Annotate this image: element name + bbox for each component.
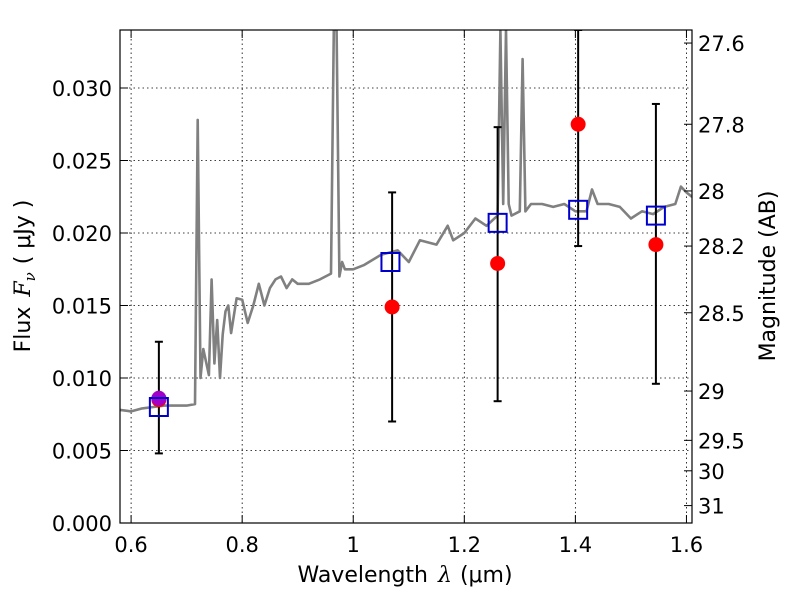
- y2-tick-label: 28.5: [698, 302, 745, 326]
- data-point-square: [380, 252, 401, 272]
- x-axis-label: Wavelength λ (μm): [297, 563, 512, 588]
- spectrum-line: [120, 30, 692, 413]
- y2-tick-label: 29.5: [698, 429, 745, 453]
- y2-tick-label: 31: [698, 495, 725, 519]
- plot-frame: [119, 29, 693, 524]
- x-tick-label: 0.8: [225, 533, 258, 557]
- plot-area: [120, 30, 692, 523]
- x-tick-label: 0.6: [114, 533, 147, 557]
- y2-tick-label: 29: [698, 380, 725, 404]
- data-point-circle: [648, 237, 664, 253]
- y2-tick-label: 30: [698, 460, 725, 484]
- y2-axis-label: Magnitude (AB): [756, 191, 781, 362]
- y-tick-label: 0.000: [52, 512, 112, 536]
- x-tick-label: 1.4: [559, 533, 592, 557]
- data-point-circle: [384, 299, 400, 315]
- x-tick-label: 1.6: [670, 533, 703, 557]
- y-tick-label: 0.030: [52, 77, 112, 101]
- y-tick-label: 0.020: [52, 222, 112, 246]
- y-tick-label: 0.025: [52, 150, 112, 174]
- y2-tick-label: 27.6: [698, 32, 745, 56]
- axes: 0.6 0.8 1 1.2 1.4 1.6 0.000 0.005 0.010 0.015 0.02…: [52, 30, 745, 557]
- x-tick-label: 1: [347, 533, 360, 557]
- x-tick-label: 1.2: [448, 533, 481, 557]
- y-axis-label: FluxFν( μJy ): [11, 200, 39, 353]
- grid: [120, 30, 692, 524]
- y2-tick-label: 28: [698, 180, 725, 204]
- data-point-square: [148, 397, 169, 417]
- data-point-circle: [570, 116, 586, 132]
- data-point-square: [645, 205, 666, 226]
- data-point-square: [487, 212, 508, 233]
- y2-tick-label: 27.8: [698, 113, 745, 137]
- y-tick-label: 0.010: [52, 367, 112, 391]
- y-tick-label: 0.005: [52, 440, 112, 464]
- plot-marks: [120, 30, 692, 455]
- data-point-circle: [490, 255, 506, 271]
- data-point-square: [568, 199, 589, 220]
- y2-tick-label: 28.2: [698, 235, 745, 259]
- y-tick-label: 0.015: [52, 295, 112, 319]
